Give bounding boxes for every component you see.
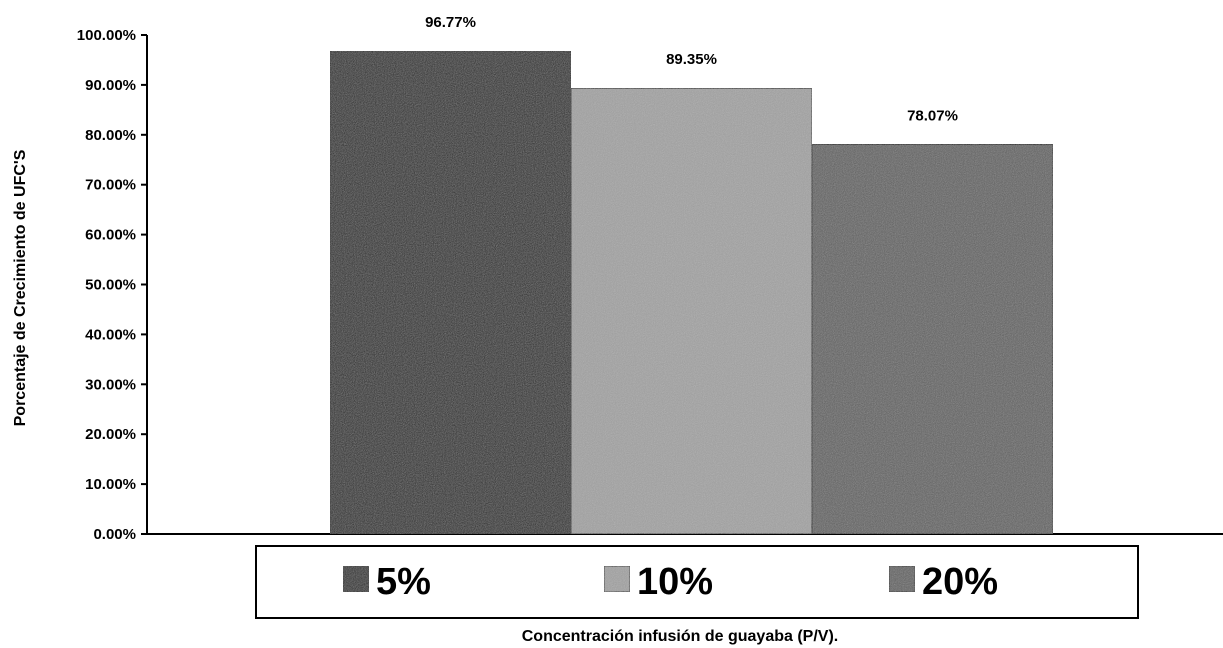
y-tick-label: 90.00% [85,77,136,94]
legend-box [255,545,1139,619]
y-tick-label: 30.00% [85,376,136,393]
y-tick-label: 70.00% [85,177,136,194]
bar-20pct [811,143,1054,535]
legend: 5% 10% 20% [255,545,1139,619]
y-tick-label: 20.00% [85,426,136,443]
y-ticks: 0.00% 10.00% 20.00% 30.00% 40.00% 50.00% 60.00… [77,27,147,543]
y-tick-label: 100.00% [77,27,136,44]
y-tick-label: 10.00% [85,476,136,493]
data-label: 96.77% [425,14,476,31]
y-tick-label: 50.00% [85,277,136,294]
y-tick-label: 80.00% [85,127,136,144]
legend-label: 10% [637,561,713,603]
y-axis-label: Porcentaje de Crecimiento de UFC'S [12,149,29,426]
y-tick-label: 60.00% [85,227,136,244]
legend-swatch [603,565,631,593]
legend-swatch [888,565,916,593]
y-tick-label: 40.00% [85,326,136,343]
legend-label: 20% [922,561,998,603]
data-label: 78.07% [907,107,958,124]
data-label: 89.35% [666,51,717,68]
y-tick-label: 0.00% [93,526,136,543]
legend-swatch [342,565,370,593]
legend-label: 5% [376,561,431,603]
bars [329,50,1054,535]
data-labels: 96.77% 89.35% 78.07% [425,14,958,124]
bar-10pct [570,87,813,535]
bar-5pct [329,50,572,535]
x-axis-label: Concentración infusión de guayaba (P/V). [522,628,838,645]
